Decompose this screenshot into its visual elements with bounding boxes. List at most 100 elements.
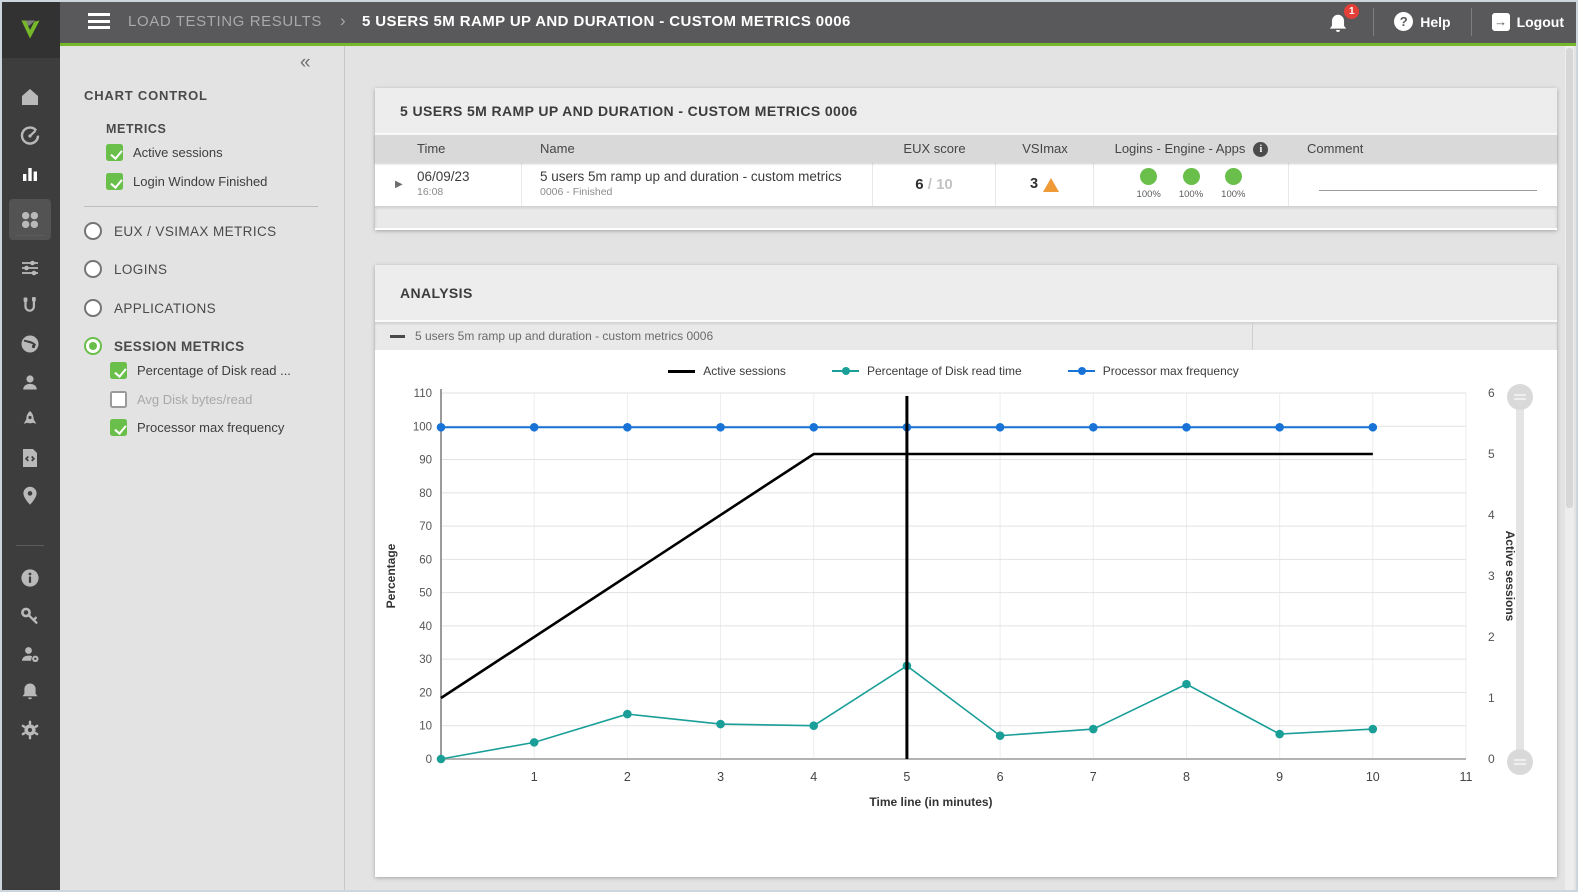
notifications-button[interactable]: 1 [1325,7,1359,37]
svg-text:20: 20 [419,687,432,699]
svg-text:Percentage: Percentage [384,543,398,608]
sidebar-item-access-keys[interactable] [18,604,42,628]
row-status: 0006 - Finished [540,186,872,198]
svg-text:80: 80 [419,488,432,500]
bar-chart-icon [18,161,42,185]
sliders-icon [18,256,42,280]
sidebar-item-home[interactable] [18,85,42,109]
svg-text:3: 3 [717,770,724,784]
sidebar-item-user-management[interactable] [18,642,42,666]
page-title: 5 USERS 5M RAMP UP AND DURATION - CUSTOM… [362,0,851,43]
svg-text:30: 30 [419,654,432,666]
svg-text:2: 2 [624,770,631,784]
comment-input[interactable] [1319,190,1537,191]
sidebar-item-notifications[interactable] [18,680,42,704]
column-header-name[interactable]: Name [522,135,873,163]
results-panel-title: 5 USERS 5M RAMP UP AND DURATION - CUSTOM… [375,88,1557,135]
sidebar-divider [16,235,44,236]
scrollbar-thumb[interactable] [1566,48,1573,508]
sidebar-item-scripts[interactable] [18,446,42,470]
sidebar-item-info[interactable] [18,566,42,590]
series-selector-row[interactable]: 5 users 5m ramp up and duration - custom… [375,322,1557,350]
expand-row-icon[interactable]: ▶ [395,179,403,190]
page-scrollbar[interactable] [1565,46,1574,890]
logo-v-icon [13,12,47,46]
sidebar-item-environment[interactable] [18,332,42,356]
svg-text:6: 6 [997,770,1004,784]
topbar-actions: 1 ? Help → Logout [1325,0,1570,43]
radio-eux-vsimax-metrics[interactable]: EUX / VSIMAX METRICS [84,222,277,240]
checkbox-login-window-finished[interactable]: Login Window Finished [106,173,267,190]
radio-session-metrics[interactable]: SESSION METRICS [84,337,245,355]
key-icon [18,604,42,628]
checkbox-avg-disk-bytes-read[interactable]: Avg Disk bytes/read [110,391,252,408]
svg-text:70: 70 [419,521,432,533]
svg-text:10: 10 [419,721,432,733]
legend-active-sessions[interactable]: Active sessions [668,364,786,378]
top-bar: LOAD TESTING RESULTS › 5 USERS 5M RAMP U… [0,0,1578,43]
chart-area: Active sessions Percentage of Disk read … [375,350,1557,877]
column-header-time[interactable]: Time [375,135,522,163]
svg-text:6: 6 [1488,386,1495,400]
checkbox-active-sessions[interactable]: Active sessions [106,144,223,161]
checkbox-percentage-disk-read[interactable]: Percentage of Disk read ... [110,362,291,379]
analysis-panel: ANALYSIS 5 users 5m ramp up and duration… [375,265,1557,877]
chart-control-panel: « CHART CONTROL METRICS Active sessions … [60,46,345,892]
svg-text:Active sessions: Active sessions [1503,531,1517,622]
green-status-dot [1183,168,1200,185]
sidebar-item-launcher[interactable] [18,408,42,432]
slider-handle-bottom[interactable] [1507,749,1533,775]
results-panel: 5 USERS 5M RAMP UP AND DURATION - CUSTOM… [375,88,1557,230]
radio-logins[interactable]: LOGINS [84,260,167,278]
notification-badge: 1 [1344,4,1359,19]
legend-processor-max-frequency[interactable]: Processor max frequency [1068,364,1239,378]
column-header-comment[interactable]: Comment [1289,135,1557,163]
eux-score-value: 6 [915,176,923,193]
apps-status: 100% [1221,168,1245,200]
svg-text:60: 60 [419,554,432,566]
analysis-title: ANALYSIS [375,265,1557,322]
sidebar-item-locations[interactable] [18,484,42,508]
info-icon [18,566,42,590]
topbar-divider [1471,8,1472,36]
sidebar-item-settings[interactable] [18,718,42,742]
sidebar-item-users[interactable] [18,370,42,394]
column-header-logins[interactable]: Logins - Engine - Apps i [1094,135,1289,163]
svg-text:11: 11 [1460,770,1473,784]
info-icon[interactable]: i [1253,142,1268,157]
series-line-sample-icon [390,335,405,338]
sidebar-item-dashboard[interactable] [18,123,42,147]
legend-disk-read-time[interactable]: Percentage of Disk read time [832,364,1022,378]
sidebar-item-connections[interactable] [18,294,42,318]
bell-icon [18,680,42,704]
checkbox-icon [110,391,127,408]
apps-grid-icon [18,208,42,232]
table-footer-strip [375,206,1557,228]
menu-icon[interactable] [88,13,110,31]
breadcrumb[interactable]: LOAD TESTING RESULTS [128,0,322,43]
help-button[interactable]: ? Help [1388,12,1456,31]
sidebar-item-test-settings[interactable] [18,256,42,280]
slider-handle-top[interactable] [1507,384,1533,410]
location-pin-icon [18,484,42,508]
svg-text:2: 2 [1488,630,1495,644]
radio-icon [84,337,102,355]
checkbox-processor-max-frequency[interactable]: Processor max frequency [110,419,284,436]
sidebar-item-results[interactable] [18,161,42,185]
svg-text:40: 40 [419,621,432,633]
column-header-eux-score[interactable]: EUX score [873,135,996,163]
column-header-vsimax[interactable]: VSImax [996,135,1094,163]
table-header: Time Name EUX score VSImax Logins - Engi… [375,135,1557,163]
table-row[interactable]: ▶ 06/09/23 16:08 5 users 5m ramp up and … [375,163,1557,206]
code-file-icon [18,446,42,470]
row-time: 16:08 [417,186,521,198]
app-logo[interactable] [0,0,60,58]
sidebar-item-applications[interactable] [18,208,42,232]
logout-button[interactable]: → Logout [1486,13,1570,31]
svg-text:110: 110 [414,388,432,400]
breadcrumb-separator-icon: › [340,0,346,43]
right-axis-zoom-slider[interactable] [1516,397,1524,762]
collapse-panel-button[interactable]: « [300,52,309,74]
radio-applications[interactable]: APPLICATIONS [84,299,216,317]
svg-text:100: 100 [413,421,432,433]
